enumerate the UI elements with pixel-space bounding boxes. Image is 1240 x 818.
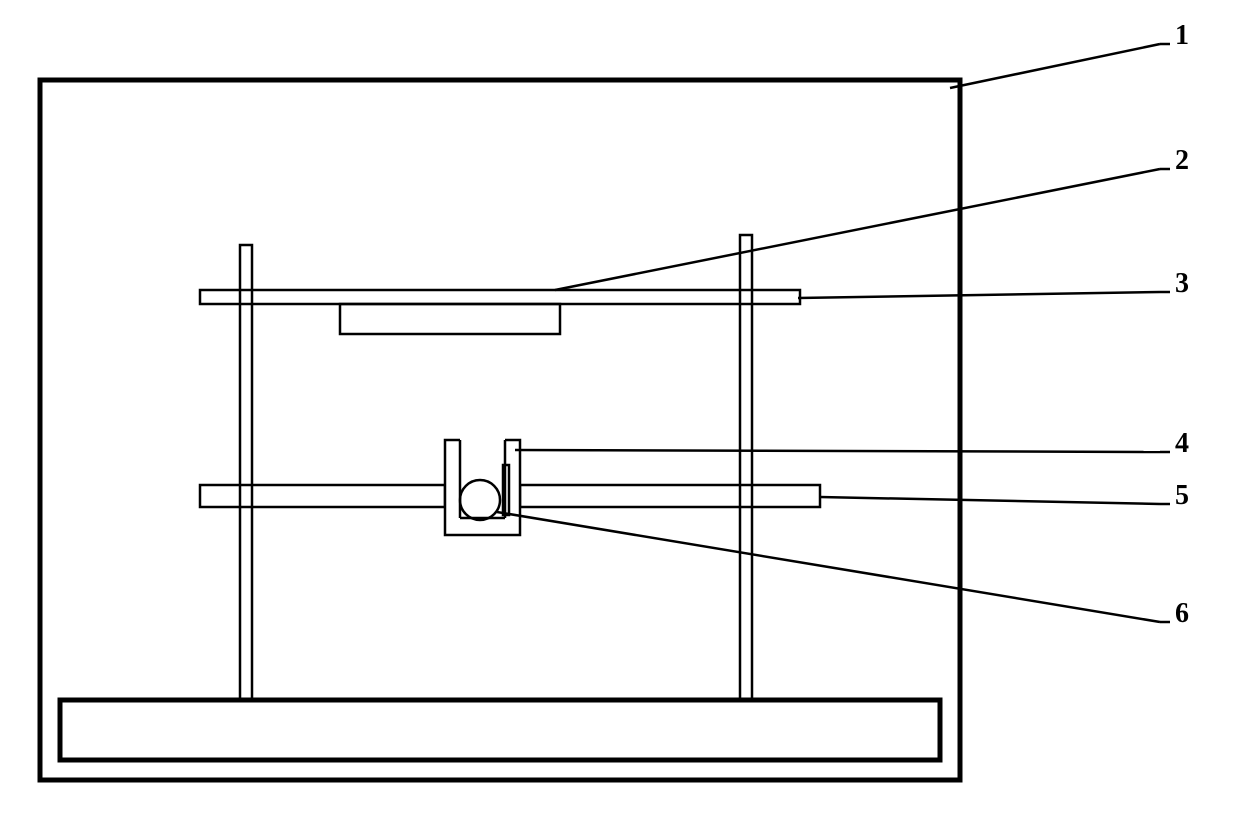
label-1: 1	[1175, 20, 1189, 52]
label-2: 2	[1175, 145, 1189, 177]
label-6: 6	[1175, 598, 1189, 630]
label-4: 4	[1175, 428, 1189, 460]
technical-diagram	[0, 0, 1240, 818]
label-3: 3	[1175, 268, 1189, 300]
label-5: 5	[1175, 480, 1189, 512]
